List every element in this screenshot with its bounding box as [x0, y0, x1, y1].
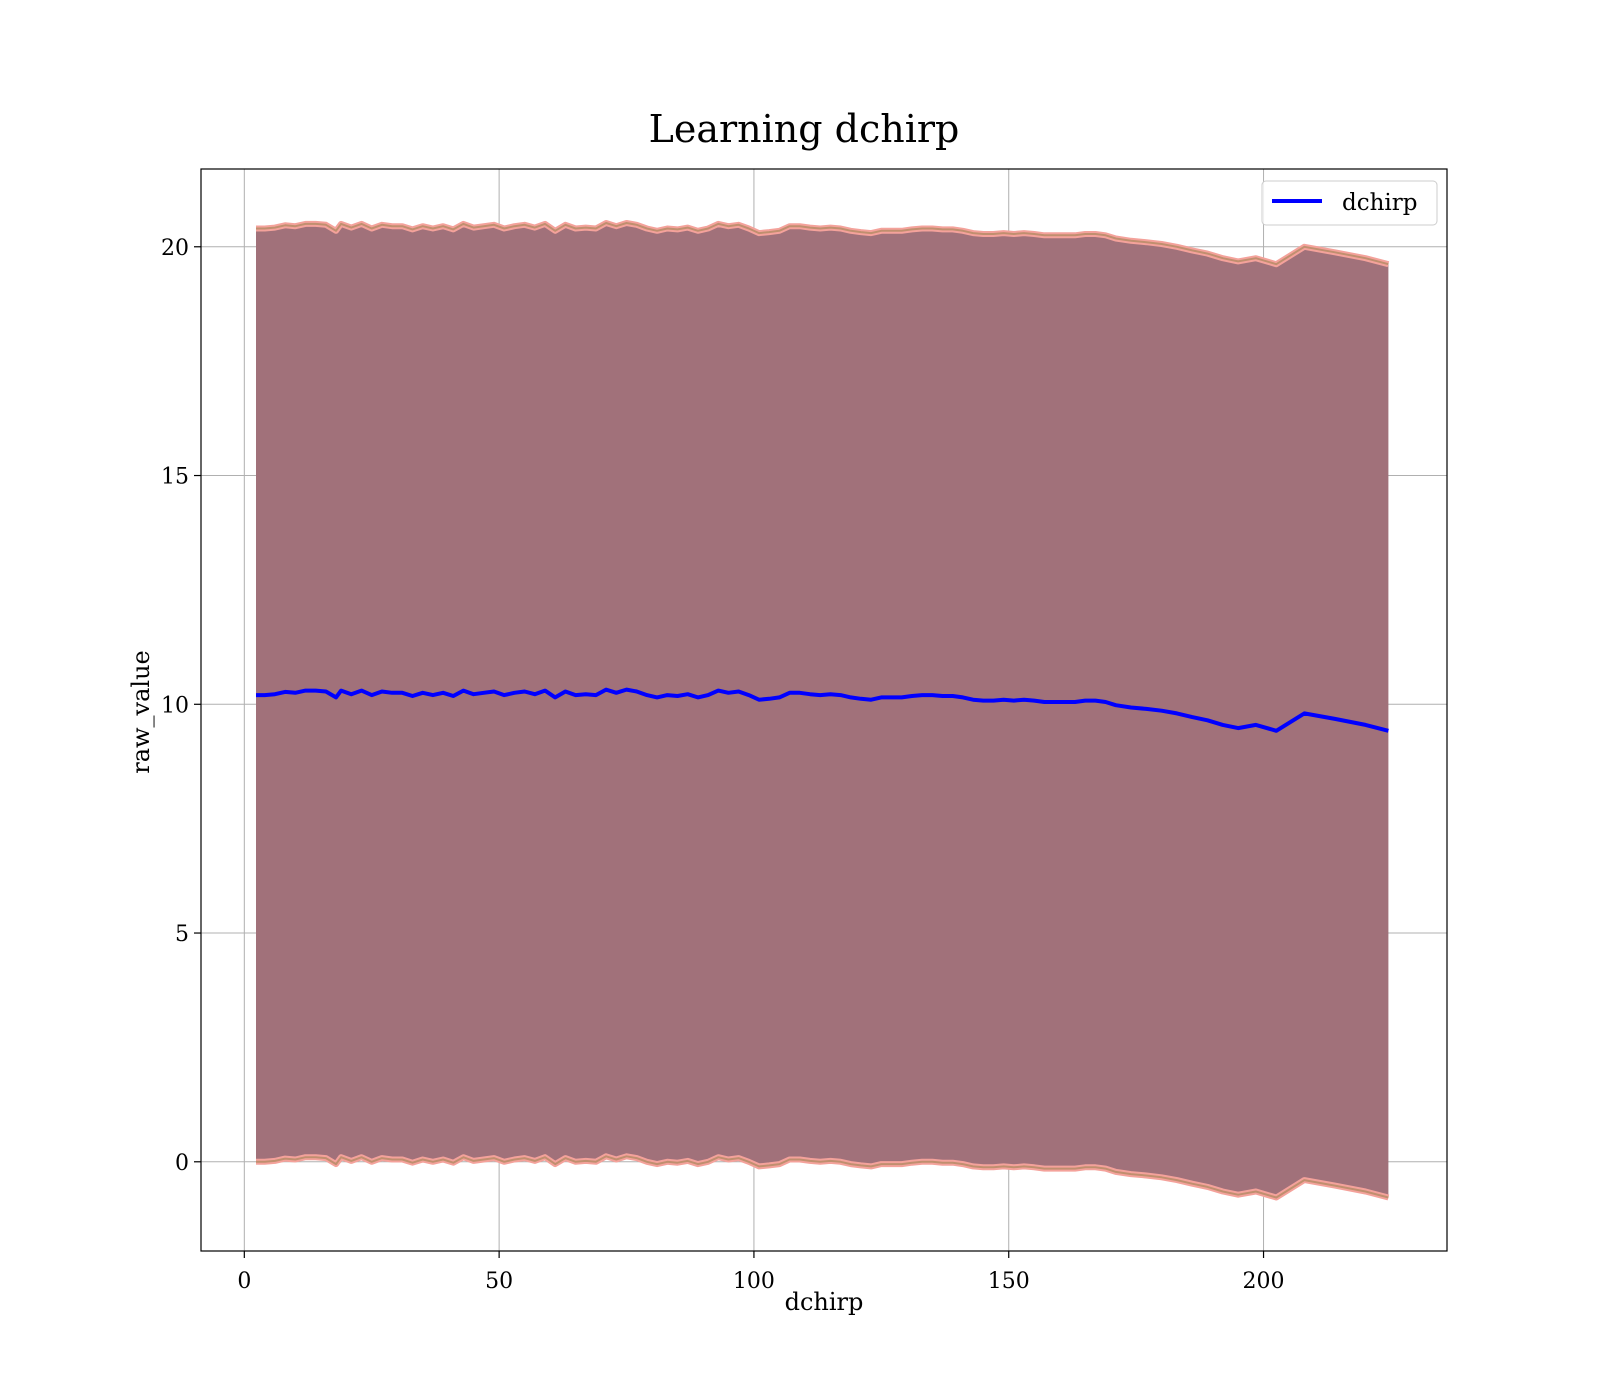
legend: dchirp [1261, 180, 1438, 226]
x-tick-label: 0 [237, 1269, 251, 1294]
x-tick-label: 50 [485, 1269, 513, 1294]
plot-area-frame [200, 168, 1448, 1252]
y-tick-label: 5 [175, 922, 189, 947]
band-lower-edge-inner [256, 1155, 1389, 1199]
y-axis-ticks: 0 5 10 15 20 [161, 236, 201, 1176]
legend-label-dchirp: dchirp [1342, 190, 1418, 216]
y-tick-label: 15 [161, 465, 189, 490]
y-axis-label: raw_value [127, 650, 155, 774]
band-fill-dchirp [256, 223, 1389, 1198]
y-tick-label: 0 [175, 1151, 189, 1176]
y-tick-label: 10 [161, 693, 189, 718]
x-axis-label: dchirp [785, 1288, 864, 1316]
band-upper-edge-inner [256, 222, 1389, 266]
x-tick-label: 200 [1243, 1269, 1285, 1294]
y-tick-label: 20 [161, 236, 189, 261]
x-tick-label: 150 [988, 1269, 1030, 1294]
series-line-dchirp [256, 687, 1389, 733]
x-tick-label: 100 [733, 1269, 775, 1294]
x-axis-ticks: 0 50 100 150 200 [237, 1251, 1285, 1294]
series-lines [256, 687, 1389, 733]
legend-frame [1261, 180, 1438, 226]
chart-title: Learning dchirp [649, 107, 960, 151]
confidence-band [256, 220, 1390, 1201]
